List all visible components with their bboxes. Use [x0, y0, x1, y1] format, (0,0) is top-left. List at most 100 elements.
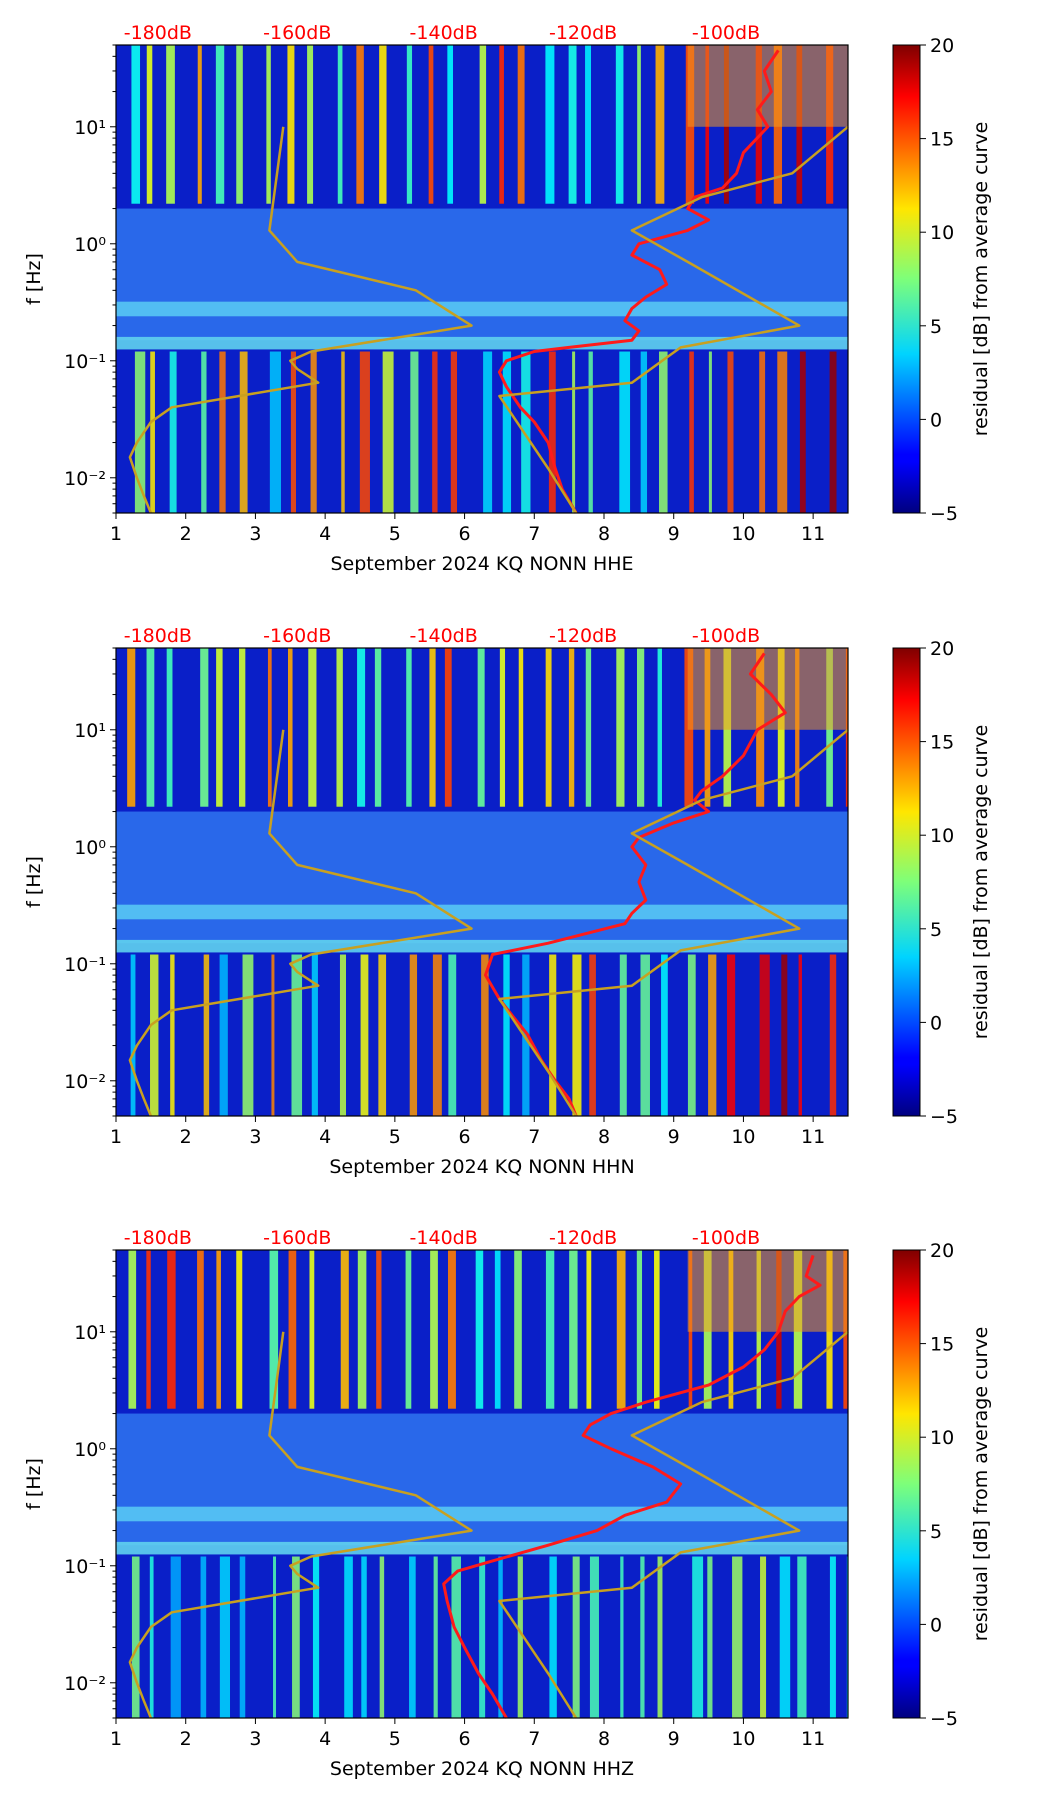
heatmap-lowfreq-stripe — [219, 954, 228, 1116]
heatmap-day-stripe — [127, 648, 136, 807]
heatmap-day-stripe — [216, 1250, 221, 1409]
heatmap-lowfreq-stripe — [239, 351, 248, 513]
average-psd-curve — [484, 652, 787, 1117]
heatmap-day-stripe — [376, 1250, 382, 1409]
heatmap-day-stripe — [568, 648, 575, 807]
x-tick-label: 6 — [459, 523, 471, 545]
heatmap-day-stripe — [288, 1250, 297, 1409]
db-scale-label: -180dB — [124, 625, 192, 647]
heatmap-day-stripe — [586, 1250, 592, 1409]
heatmap-day-stripe — [236, 45, 243, 204]
heatmap-secondary-microseism — [116, 904, 848, 920]
heatmap-day-stripe — [569, 1250, 578, 1409]
heatmap-lowfreq-stripe — [659, 351, 668, 513]
heatmap-day-stripe — [616, 1250, 626, 1409]
heatmap-lowfreq-stripe — [312, 1556, 320, 1718]
x-tick-label: 8 — [598, 1126, 610, 1148]
noise-model-curve — [128, 126, 473, 514]
heatmap-lowfreq-stripe — [344, 1556, 353, 1718]
heatmap-lowfreq-stripe — [341, 351, 345, 513]
heatmap-highfreq-noise — [687, 1250, 848, 1332]
y-tick-label: 10¹ — [74, 1322, 106, 1344]
heatmap-day-stripe — [197, 45, 202, 204]
heatmap-primary-microseism — [116, 336, 848, 350]
heatmap-lowfreq-stripe — [779, 1556, 791, 1718]
heatmap-lowfreq-stripe — [290, 351, 297, 513]
y-tick-label: 10⁻¹ — [64, 351, 106, 373]
heatmap-lowfreq-stripe — [483, 351, 493, 513]
colorbar-tick-label: −5 — [930, 1708, 958, 1730]
heatmap-lowfreq-stripe — [708, 351, 712, 513]
heatmap-lowfreq-stripe — [150, 954, 159, 1116]
db-scale-label: -140dB — [410, 22, 478, 44]
heatmap-lowfreq-stripe — [589, 1556, 599, 1718]
x-tick-label: 5 — [389, 1126, 401, 1148]
x-tick-label: 9 — [668, 1126, 680, 1148]
x-tick-label: 7 — [528, 1126, 540, 1148]
heatmap-lowfreq-stripe — [311, 954, 318, 1116]
heatmap-lowfreq-stripe — [379, 1556, 385, 1718]
colorbar-label: residual [dB] from average curve — [970, 122, 992, 437]
heatmap-lowfreq-stripe — [310, 351, 317, 513]
y-tick-label: 10¹ — [74, 720, 106, 742]
heatmap-day-stripe — [430, 1250, 438, 1409]
heatmap-day-stripe — [357, 648, 366, 807]
heatmap-lowfreq-stripe — [361, 1556, 367, 1718]
y-tick-label: 10⁰ — [74, 234, 106, 256]
db-scale-label: -140dB — [410, 1227, 478, 1249]
y-tick-label: 10⁻² — [64, 1071, 106, 1093]
heatmap-day-stripe — [128, 1250, 137, 1409]
heatmap-lowfreq-stripe — [130, 954, 136, 1116]
heatmap-day-stripe — [309, 1250, 315, 1409]
heatmap-lowfreq-stripe — [170, 954, 175, 1116]
heatmap-day-stripe — [308, 648, 317, 807]
heatmap-day-stripe — [287, 648, 293, 807]
heatmap-day-stripe — [654, 1250, 660, 1409]
colorbar-tick-label: 0 — [930, 409, 942, 431]
heatmap-lowfreq-stripe — [572, 351, 576, 513]
heatmap-lowfreq-stripe — [657, 1556, 663, 1718]
heatmap-day-stripe — [615, 45, 624, 204]
heatmap-day-stripe — [616, 648, 625, 807]
heatmap-day-stripe — [146, 1250, 151, 1409]
x-tick-label: 7 — [528, 523, 540, 545]
heatmap-lowfreq-stripe — [732, 1556, 743, 1718]
heatmap-lowfreq-stripe — [219, 1556, 231, 1718]
x-axis-label: September 2024 KQ NONN HHZ — [330, 1758, 634, 1780]
noise-model-curve — [498, 1330, 849, 1719]
x-tick-label: 11 — [801, 1728, 825, 1750]
heatmap-lowfreq-stripe — [498, 1556, 503, 1718]
noise-model-curve — [498, 728, 849, 1117]
heatmap-day-stripe — [867, 1250, 873, 1409]
colorbar-tick-label: 5 — [930, 919, 942, 941]
heatmap-day-stripe — [239, 648, 246, 807]
heatmap-lowfreq-stripe — [432, 954, 442, 1116]
heatmap-lowfreq-stripe — [781, 954, 788, 1116]
heatmap-lowfreq-stripe — [588, 351, 593, 513]
heatmap-lowfreq-stripe — [131, 1556, 140, 1718]
heatmap-lowfreq-stripe — [829, 351, 837, 513]
x-tick-label: 9 — [668, 1728, 680, 1750]
heatmap-lowfreq-stripe — [291, 954, 303, 1116]
heatmap-day-stripe — [494, 1250, 501, 1409]
heatmap-lowfreq-stripe — [797, 1556, 807, 1718]
heatmap-day-stripe — [336, 648, 343, 807]
heatmap-day-stripe — [585, 45, 591, 204]
heatmap-day-stripe — [405, 1250, 412, 1409]
heatmap-lowfreq-stripe — [481, 954, 489, 1116]
heatmap-lowfreq-stripe — [871, 955, 881, 1116]
heatmap-lowfreq-stripe — [572, 954, 582, 1116]
heatmap-lowfreq-stripe — [433, 1556, 438, 1718]
heatmap — [116, 648, 881, 1116]
heatmap-day-stripe — [545, 648, 552, 807]
x-tick-label: 7 — [528, 1728, 540, 1750]
x-tick-label: 4 — [319, 1126, 331, 1148]
heatmap-day-stripe — [356, 45, 364, 204]
heatmap-day-stripe — [655, 45, 665, 204]
heatmap-lowfreq-stripe — [727, 351, 734, 513]
heatmap-lowfreq-stripe — [219, 351, 226, 513]
heatmap-lowfreq-stripe — [870, 1557, 881, 1718]
heatmap-lowfreq-stripe — [150, 351, 155, 513]
heatmap-lowfreq-stripe — [502, 351, 512, 513]
heatmap-day-stripe — [406, 45, 413, 204]
